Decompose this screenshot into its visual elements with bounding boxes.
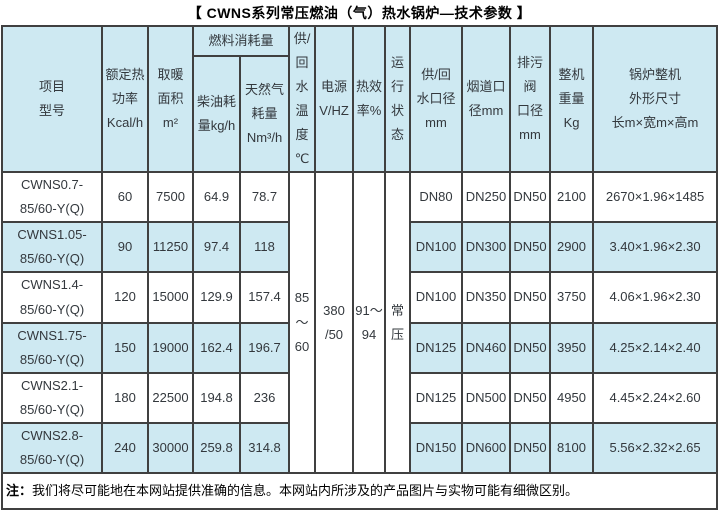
cell-heating-area: 22500 (147, 371, 194, 424)
header-model: 项目 型号 (1, 24, 103, 174)
table-row: CWNS2.8- 85/60-Y(Q) 240 30000 259.8 314.… (1, 421, 719, 474)
cell-diesel: 64.9 (192, 171, 241, 224)
cell-model: CWNS2.8- 85/60-Y(Q) (1, 421, 103, 474)
merged-power-supply: 380 /50 (314, 171, 355, 474)
cell-inlet-outlet: DN125 (409, 321, 464, 374)
cell-rated-power: 150 (101, 321, 149, 374)
header-rated-power: 额定热 功率 Kcal/h (101, 24, 149, 174)
cell-rated-power: 90 (101, 221, 149, 274)
cell-heating-area: 19000 (147, 321, 194, 374)
spec-table: 项目 型号 额定热 功率 Kcal/h 取暖 面积 m² 燃料消耗量 供/ 回 … (0, 24, 719, 510)
cell-drain-valve: DN50 (509, 421, 552, 474)
cell-weight: 2900 (549, 221, 595, 274)
header-diesel: 柴油耗 量kg/h (192, 55, 241, 174)
header-efficiency: 热效 率% (352, 24, 387, 174)
header-inlet-outlet: 供/回 水口径 mm (409, 24, 464, 174)
header-run-status: 运 行 状 态 (384, 24, 412, 174)
header-drain-valve: 排污阀 口径 mm (509, 24, 552, 174)
cell-model: CWNS1.75- 85/60-Y(Q) (1, 321, 103, 374)
merged-efficiency: 91～ 94 (352, 171, 387, 474)
cell-drain-valve: DN50 (509, 271, 552, 324)
cell-dimensions: 3.40×1.96×2.30 (592, 221, 719, 274)
page-title: 【 CWNS系列常压燃油（气）热水锅炉—技术参数 】 (187, 5, 532, 21)
cell-inlet-outlet: DN80 (409, 171, 464, 224)
cell-weight: 3950 (549, 321, 595, 374)
cell-drain-valve: DN50 (509, 171, 552, 224)
header-row-top: 项目 型号 额定热 功率 Kcal/h 取暖 面积 m² 燃料消耗量 供/ 回 … (1, 24, 719, 174)
cell-dimensions: 4.25×2.14×2.40 (592, 321, 719, 374)
header-dimensions: 锅炉整机 外形尺寸 长m×宽m×高m (592, 24, 719, 174)
cell-model: CWNS2.1- 85/60-Y(Q) (1, 371, 103, 424)
cell-rated-power: 240 (101, 421, 149, 474)
cell-diesel: 97.4 (192, 221, 241, 274)
cell-flue: DN350 (461, 271, 512, 324)
cell-model: CWNS0.7- 85/60-Y(Q) (1, 171, 103, 224)
cell-diesel: 194.8 (192, 371, 241, 424)
cell-dimensions: 2670×1.96×1485 (592, 171, 719, 224)
cell-dimensions: 4.45×2.24×2.60 (592, 371, 719, 424)
cell-gas: 236 (238, 371, 291, 424)
cell-flue: DN600 (461, 421, 512, 474)
cell-gas: 196.7 (238, 321, 291, 374)
table-row: CWNS1.75- 85/60-Y(Q) 150 19000 162.4 196… (1, 321, 719, 374)
cell-flue: DN300 (461, 221, 512, 274)
header-water-temp: 供/ 回 水温 度 ℃ (288, 24, 317, 174)
cell-inlet-outlet: DN125 (409, 371, 464, 424)
header-weight: 整机 重量 Kg (549, 24, 595, 174)
header-fuel-group: 燃料消耗量 (191, 24, 291, 58)
note-cell: 注：我们将尽可能地在本网站提供准确的信息。本网站内所涉及的产品图片与实物可能有细… (0, 471, 719, 510)
cell-drain-valve: DN50 (509, 221, 552, 274)
cell-dimensions: 5.56×2.32×2.65 (592, 421, 719, 474)
header-heating-area: 取暖 面积 m² (147, 24, 194, 174)
cell-rated-power: 60 (101, 171, 149, 224)
cell-flue: DN500 (461, 371, 512, 424)
table-row: CWNS2.1- 85/60-Y(Q) 180 22500 194.8 236 … (1, 371, 719, 424)
note-row: 注：我们将尽可能地在本网站提供准确的信息。本网站内所涉及的产品图片与实物可能有细… (0, 471, 719, 510)
header-gas: 天然气 耗量 Nm³/h (238, 55, 291, 174)
table-row: CWNS1.05- 85/60-Y(Q) 90 11250 97.4 118 D… (1, 221, 719, 274)
header-power-supply: 电源 V/HZ (314, 24, 355, 174)
cell-dimensions: 4.06×1.96×2.30 (592, 271, 719, 324)
cell-heating-area: 11250 (147, 221, 194, 274)
cell-heating-area: 30000 (147, 421, 194, 474)
merged-run-status: 常 压 (384, 171, 412, 474)
cell-flue: DN460 (461, 321, 512, 374)
cell-gas: 157.4 (238, 271, 291, 324)
table-row: CWNS0.7- 85/60-Y(Q) 60 7500 64.9 78.7 85… (1, 171, 719, 474)
cell-diesel: 129.9 (192, 271, 241, 324)
merged-water-temp: 85 ～ 60 (288, 171, 317, 474)
cell-weight: 2100 (549, 171, 595, 224)
cell-drain-valve: DN50 (509, 321, 552, 374)
header-flue: 烟道口 径mm (461, 24, 512, 174)
cell-diesel: 259.8 (192, 421, 241, 474)
cell-flue: DN250 (461, 171, 512, 224)
cell-weight: 3750 (549, 271, 595, 324)
cell-weight: 4950 (549, 371, 595, 424)
cell-diesel: 162.4 (192, 321, 241, 374)
cell-rated-power: 180 (101, 371, 149, 424)
cell-model: CWNS1.4- 85/60-Y(Q) (1, 271, 103, 324)
cell-drain-valve: DN50 (509, 371, 552, 424)
cell-weight: 8100 (549, 421, 595, 474)
cell-inlet-outlet: DN100 (409, 221, 464, 274)
note-text: 我们将尽可能地在本网站提供准确的信息。本网站内所涉及的产品图片与实物可能有细微区… (32, 483, 579, 499)
cell-inlet-outlet: DN150 (409, 421, 464, 474)
cell-heating-area: 15000 (147, 271, 194, 324)
cell-heating-area: 7500 (147, 171, 194, 224)
cell-rated-power: 120 (101, 271, 149, 324)
cell-gas: 118 (238, 221, 291, 274)
cell-model: CWNS1.05- 85/60-Y(Q) (1, 221, 103, 274)
cell-gas: 314.8 (238, 421, 291, 474)
cell-gas: 78.7 (238, 171, 291, 224)
table-row: CWNS1.4- 85/60-Y(Q) 120 15000 129.9 157.… (1, 271, 719, 324)
note-prefix: 注： (6, 483, 33, 499)
cell-inlet-outlet: DN100 (409, 271, 464, 324)
header-row-sub: 柴油耗 量kg/h 天然气 耗量 Nm³/h (2, 55, 717, 174)
